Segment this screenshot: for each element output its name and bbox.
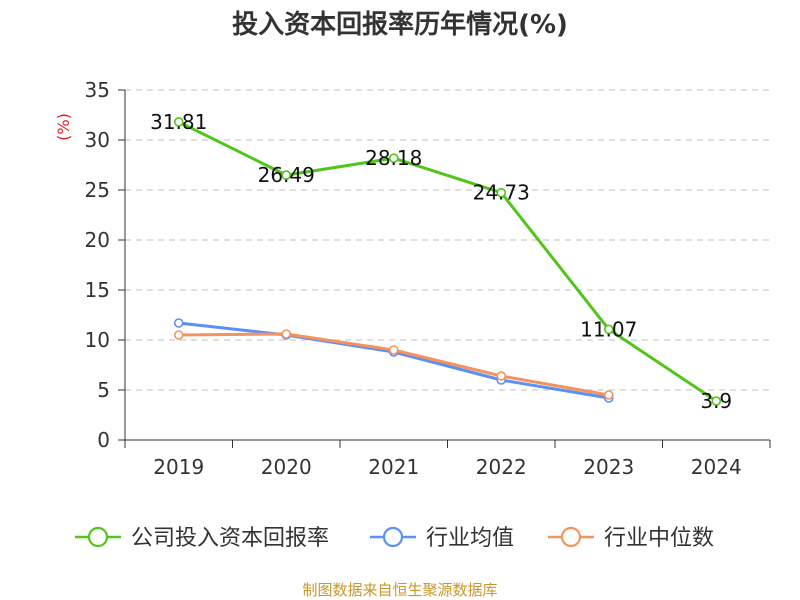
x-tick-label: 2021 xyxy=(368,455,419,479)
legend-swatch-marker xyxy=(382,526,404,548)
y-tick-label: 35 xyxy=(85,78,110,102)
data-label: 24.73 xyxy=(473,181,530,205)
data-point xyxy=(603,324,614,335)
x-tick-label: 2023 xyxy=(583,455,634,479)
legend-swatch-marker xyxy=(87,526,109,548)
series-line-0 xyxy=(178,120,718,403)
data-labels: 31.81 26.49 28.18 24.73 11.07 3.9 xyxy=(150,110,732,413)
gridlines xyxy=(125,89,770,391)
x-tick-label: 2020 xyxy=(261,455,312,479)
legend-swatch-marker xyxy=(560,526,582,548)
data-point xyxy=(173,330,184,340)
data-point xyxy=(711,396,722,406)
x-tick-label: 2019 xyxy=(153,455,204,479)
y-tick-label: 5 xyxy=(97,378,110,402)
legend-label: 行业均值 xyxy=(426,526,514,551)
data-label: 28.18 xyxy=(365,146,422,170)
data-point xyxy=(281,329,292,339)
data-point xyxy=(388,153,399,163)
y-tick-label: 30 xyxy=(85,128,110,152)
data-point xyxy=(496,371,507,381)
legend-label: 公司投入资本回报率 xyxy=(131,526,329,551)
series-layer xyxy=(173,117,722,406)
data-label: 11.07 xyxy=(580,317,637,341)
y-tick-label: 10 xyxy=(85,328,110,352)
data-label: 3.9 xyxy=(700,389,732,413)
axes: 0 5 10 15 20 25 30 35 2019 2020 2021 2022 2023 2024 xyxy=(85,78,771,479)
chart-title: 投入资本回报率历年情况(%) xyxy=(232,9,568,40)
data-label: 26.49 xyxy=(258,163,315,187)
data-point xyxy=(496,187,507,198)
legend-label: 行业中位数 xyxy=(604,526,714,551)
legend: 公司投入资本回报率 行业均值 行业中位数 xyxy=(75,526,714,551)
x-tick-label: 2022 xyxy=(476,455,527,479)
legend-item: 公司投入资本回报率 xyxy=(75,526,329,551)
y-axis-label: (%) xyxy=(54,113,73,141)
y-tick-label: 25 xyxy=(85,178,110,202)
source-note: 制图数据来自恒生聚源数据库 xyxy=(302,581,497,599)
y-tick-label: 0 xyxy=(97,428,110,452)
data-point xyxy=(603,390,614,400)
y-tick-label: 20 xyxy=(85,228,110,252)
data-point xyxy=(281,170,292,180)
x-tick-label: 2024 xyxy=(691,455,742,479)
data-point xyxy=(173,318,184,328)
data-point xyxy=(173,117,184,127)
y-tick-label: 15 xyxy=(85,278,110,302)
legend-item: 行业均值 xyxy=(370,526,514,551)
legend-item: 行业中位数 xyxy=(548,526,714,551)
data-point xyxy=(388,345,399,355)
data-label: 31.81 xyxy=(150,110,207,134)
